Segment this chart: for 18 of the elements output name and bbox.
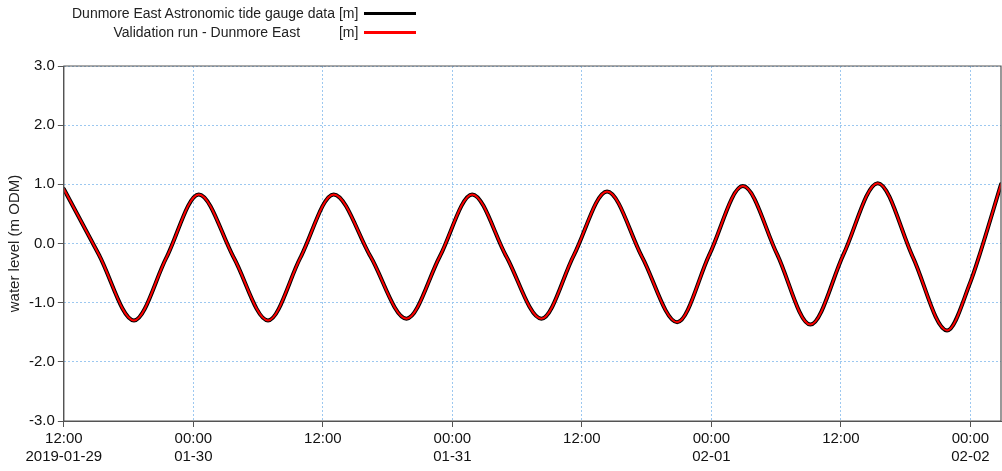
x-tick-label: 12:00 [563,429,601,447]
y-tick-label: 2.0 [33,115,55,133]
y-tick-label: -3.0 [28,411,55,429]
y-tick-label: -1.0 [28,292,55,310]
x-tick-label: 00:00 02-01 [692,429,731,465]
x-tick-label: 00:00 02-02 [951,429,990,465]
y-tick-label: 3.0 [33,56,55,74]
x-tick-label: 12:00 [822,429,860,447]
x-tick-label: 00:00 01-31 [433,429,472,465]
x-tick-label: 12:00 2019-01-29 [25,429,103,465]
y-tick-label: 0.0 [33,233,55,251]
y-tick-label: 1.0 [33,174,55,192]
y-axis-title: water level (m ODM) [5,174,23,314]
legend-label: Validation run - Dunmore East [m] [112,23,359,42]
y-tick-label: -2.0 [28,351,55,369]
x-tick-label: 12:00 [304,429,342,447]
x-tick-label: 00:00 01-30 [174,429,213,465]
legend-label: Dunmore East Astronomic tide gauge data [m] [72,4,359,23]
